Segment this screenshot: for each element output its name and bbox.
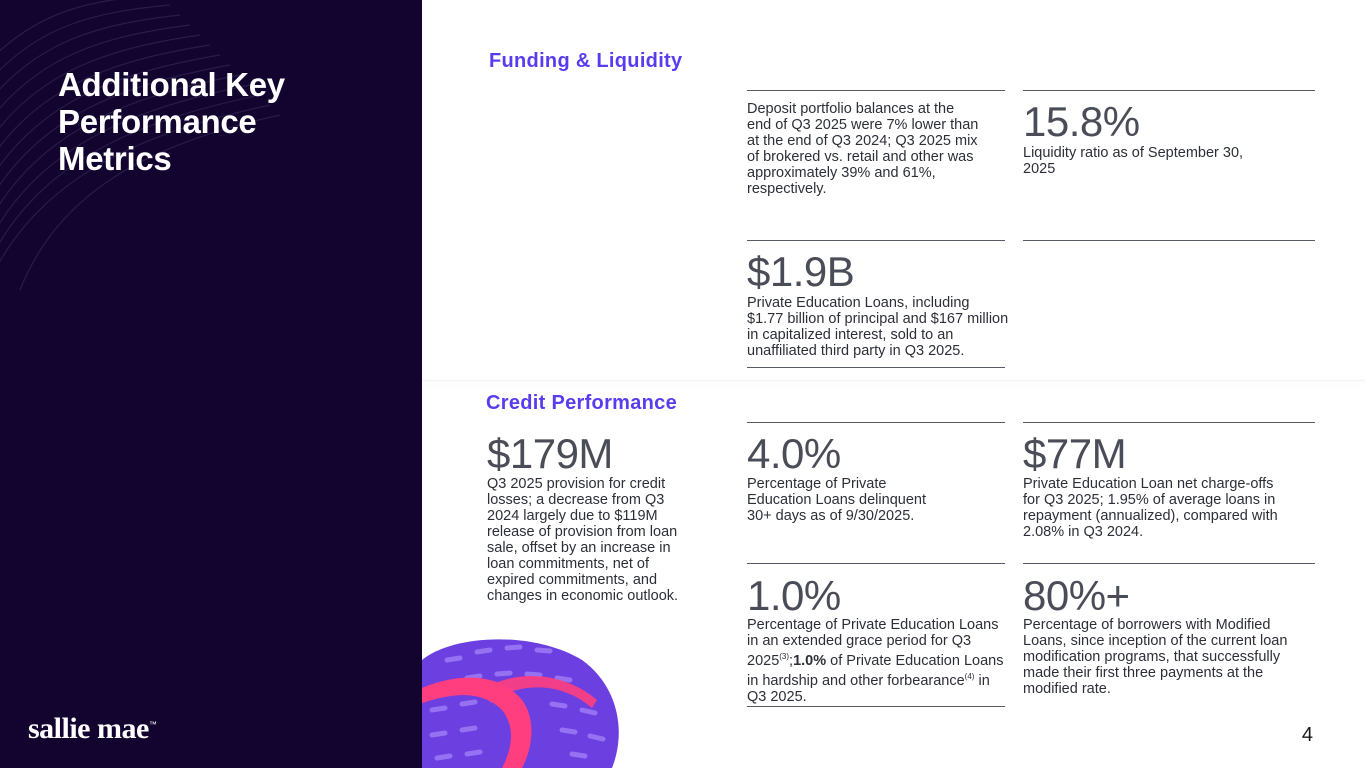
grace-text-c: in Q3 2025. (747, 672, 990, 705)
sallie-mae-logo: sallie mae™ (28, 712, 157, 746)
divider-line (747, 422, 1005, 423)
divider-line (747, 240, 1005, 241)
credit-performance-heading: Credit Performance (486, 392, 678, 414)
modified-loans-description: Percentage of borrowers with Modified Lo… (1023, 617, 1288, 697)
delinquency-description: Percentage of Private Education Loans de… (747, 476, 926, 524)
wave-pattern-decoration (0, 0, 281, 290)
divider-line (1023, 422, 1315, 423)
grace-text-b: of Private Education Loans in hardship a… (747, 652, 1004, 689)
footnote-4: (4) (964, 671, 975, 681)
divider-line (747, 367, 1005, 368)
divider-line (747, 706, 1005, 707)
loan-sale-value: $1.9B (747, 248, 855, 295)
modified-loans-value: 80%+ (1023, 572, 1130, 619)
divider-line (1023, 563, 1315, 564)
grace-separator: ; (789, 652, 794, 669)
liquidity-ratio-value: 15.8% (1023, 98, 1140, 145)
provision-value: $179M (487, 430, 613, 477)
divider-line (1023, 240, 1315, 241)
section-divider (422, 380, 1365, 381)
grace-text-a: Percentage of Private Education Loans in… (747, 617, 999, 669)
charge-offs-description: Private Education Loan net charge-offs f… (1023, 476, 1278, 540)
page-number: 4 (1301, 724, 1313, 746)
divider-line (1023, 90, 1315, 91)
page-title: Additional Key Performance Metrics (58, 66, 285, 177)
divider-line (747, 90, 1005, 91)
loan-sale-description: Private Education Loans, including $1.77… (747, 295, 1009, 359)
extended-grace-description: Percentage of Private Education Loans in… (747, 617, 1009, 705)
logo-trademark: ™ (148, 720, 157, 729)
liquidity-ratio-description: Liquidity ratio as of September 30, 2025 (1023, 145, 1244, 177)
title-panel: Additional Key Performance Metrics salli… (0, 0, 422, 768)
logo-text: sallie mae (28, 712, 149, 745)
provision-description: Q3 2025 provision for credit losses; a d… (487, 476, 679, 604)
charge-offs-value: $77M (1023, 430, 1127, 477)
footnote-3: (3) (779, 652, 790, 661)
extended-grace-value: 1.0% (747, 572, 841, 619)
funding-liquidity-heading: Funding & Liquidity (489, 50, 683, 72)
delinquency-value: 4.0% (747, 430, 841, 477)
pattern-blob-decoration (422, 639, 619, 768)
deposit-portfolio-description: Deposit portfolio balances at the end of… (747, 101, 979, 197)
divider-line (747, 563, 1005, 564)
forbearance-rate: 1.0% (793, 652, 827, 669)
